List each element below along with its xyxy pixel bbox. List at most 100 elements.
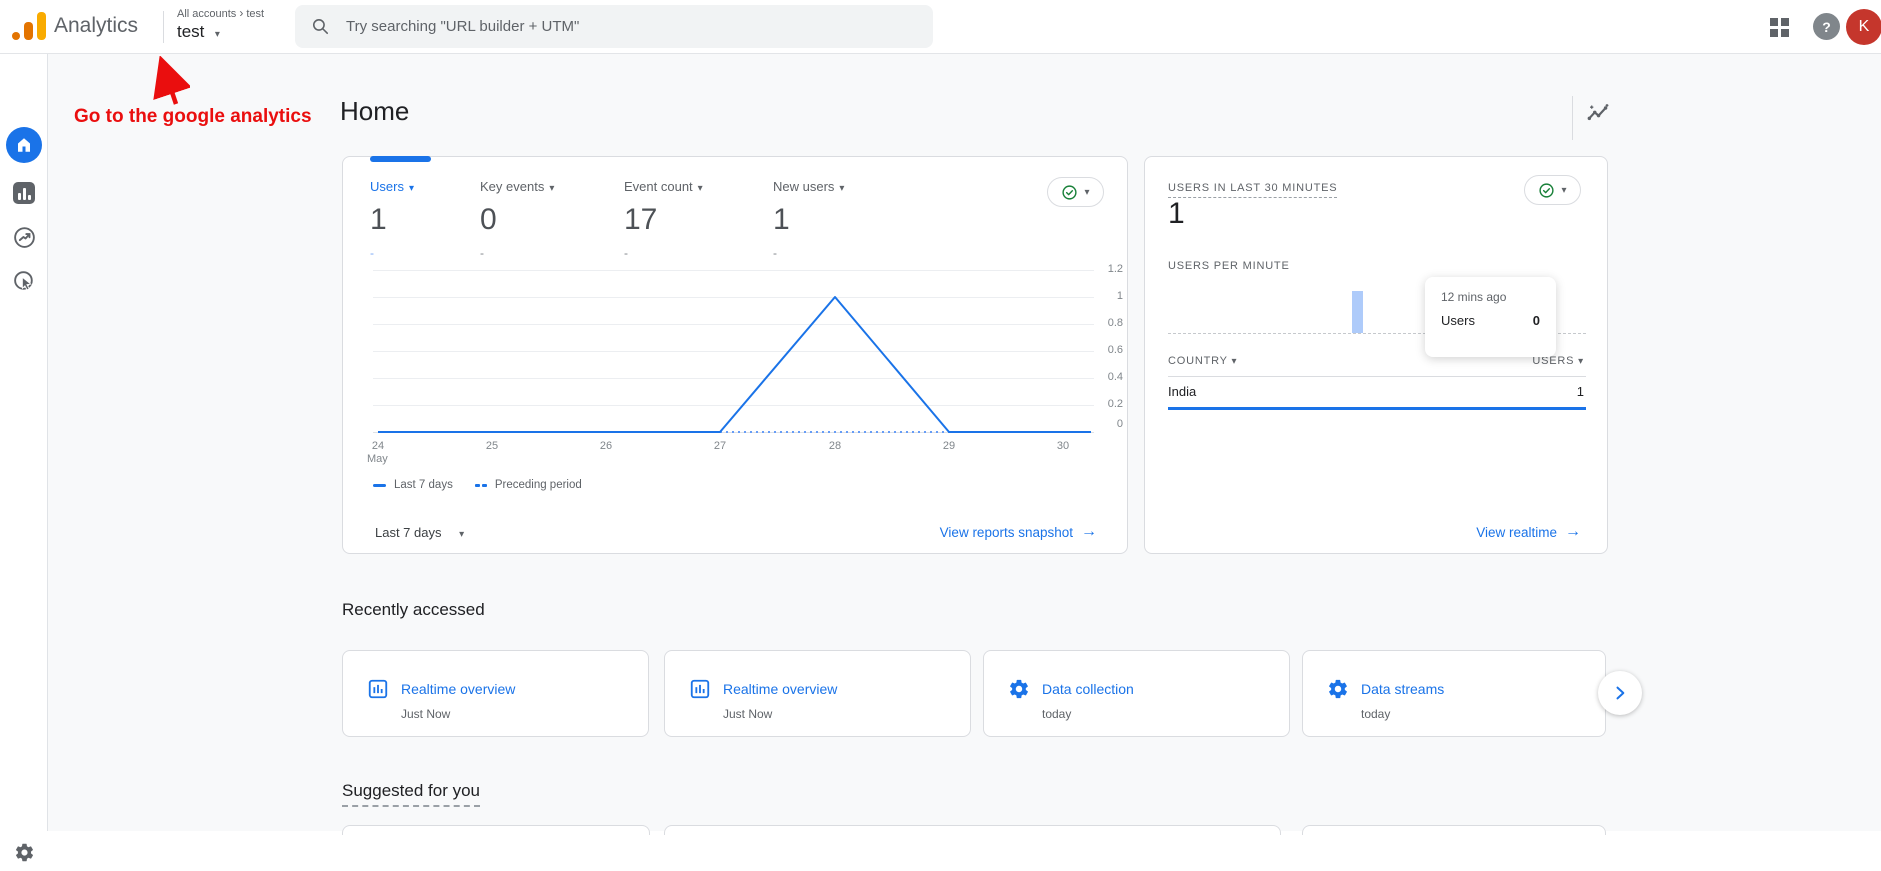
line-chart [373, 261, 1094, 436]
chevron-down-icon: ▾ [549, 183, 555, 194]
data-quality-button[interactable]: ▾ [1524, 175, 1581, 205]
metric-delta: - [480, 246, 484, 260]
table-row-underline [1168, 407, 1586, 410]
legend-label: Preceding period [494, 479, 582, 491]
minute-bar[interactable] [1352, 291, 1363, 333]
users-per-minute-label: USERS PER MINUTE [1168, 260, 1290, 272]
insights-icon[interactable] [1585, 101, 1611, 127]
card-tab-indicator[interactable] [370, 156, 431, 162]
arrow-right-icon: → [1565, 523, 1581, 540]
check-circle-icon [1062, 184, 1078, 200]
recent-card-data-collection[interactable]: Data collection today [983, 650, 1290, 737]
home-icon [18, 138, 30, 152]
page-title: Home [340, 96, 410, 126]
search-bar[interactable] [295, 5, 933, 48]
chevron-down-icon: ▾ [697, 183, 703, 194]
metric-new-users[interactable]: New users ▾ 1 - [773, 179, 844, 260]
legend-label: Last 7 days [394, 479, 453, 491]
advertising-cursor-icon [13, 270, 33, 290]
realtime-users-value: 1 [1168, 197, 1185, 230]
recent-card-time: Just Now [723, 707, 773, 721]
nav-home-button[interactable] [6, 127, 42, 163]
recent-card-title[interactable]: Data collection [1042, 681, 1134, 697]
suggested-card-stub[interactable] [342, 825, 650, 835]
recent-card-title[interactable]: Data streams [1361, 681, 1445, 697]
y-tick: 1.2 [1107, 263, 1123, 275]
metric-users[interactable]: Users ▾ 1 - [370, 179, 414, 260]
annotation-arrow-icon [153, 56, 190, 105]
recent-card-title[interactable]: Realtime overview [401, 681, 516, 697]
recent-card-time: today [1361, 707, 1391, 721]
recent-card-data-streams[interactable]: Data streams today [1302, 650, 1606, 737]
nav-explore-button[interactable] [5, 218, 43, 256]
analytics-logo-icon[interactable] [12, 12, 46, 42]
app-bar: Analytics All accounts›test test ▾ ? K [0, 0, 1881, 54]
view-reports-snapshot-link[interactable]: View reports snapshot → [939, 523, 1097, 540]
arrow-right-icon: → [1081, 523, 1097, 540]
metric-label[interactable]: Key events ▾ [480, 179, 555, 194]
breadcrumb-chevron-icon: › [239, 6, 244, 20]
suggested-for-you-title: Suggested for you [342, 781, 480, 807]
y-tick: 0 [1116, 418, 1123, 430]
metric-label[interactable]: Users ▾ [370, 179, 414, 194]
recent-card-time: Just Now [401, 707, 451, 721]
nav-reports-button[interactable] [5, 174, 43, 212]
view-realtime-link[interactable]: View realtime → [1476, 523, 1581, 540]
date-range-selector[interactable]: Last 7 days ▾ [375, 525, 465, 540]
metric-label[interactable]: New users ▾ [773, 179, 845, 194]
metric-value: 0 [480, 203, 497, 236]
x-tick: 25 [485, 440, 499, 452]
chart-legend: Last 7 days Preceding period [373, 479, 582, 491]
avatar[interactable]: K [1846, 9, 1881, 45]
recent-card-time: today [1042, 707, 1072, 721]
recent-card-realtime-overview-1[interactable]: Realtime overview Just Now [342, 650, 649, 737]
tooltip-time: 12 mins ago [1441, 290, 1507, 304]
metric-delta: - [773, 246, 777, 260]
left-nav [0, 54, 48, 861]
metric-event-count[interactable]: Event count ▾ 17 - [624, 179, 703, 260]
recent-card-realtime-overview-2[interactable]: Realtime overview Just Now [664, 650, 971, 737]
carousel-next-button[interactable] [1598, 671, 1642, 715]
insights-divider [1572, 96, 1573, 140]
x-tick: 24 [371, 440, 385, 452]
breadcrumb[interactable]: All accounts › test [177, 6, 264, 20]
bar-chart-icon [690, 679, 710, 699]
apps-grid-icon[interactable] [1770, 18, 1789, 37]
x-tick: 30 [1056, 440, 1070, 452]
help-icon[interactable]: ? [1813, 13, 1840, 40]
x-tick: 28 [828, 440, 842, 452]
metric-key-events[interactable]: Key events ▾ 0 - [480, 179, 554, 260]
account-selector[interactable]: test ▾ [177, 22, 220, 42]
search-input[interactable] [344, 17, 917, 36]
users-column-header[interactable]: USERS ▾ [1532, 355, 1584, 367]
recent-card-title[interactable]: Realtime overview [723, 681, 838, 697]
bar-chart-icon [368, 679, 388, 699]
table-row-country[interactable]: India [1168, 384, 1197, 399]
product-name: Analytics [54, 14, 139, 37]
metric-delta: - [624, 246, 628, 260]
appbar-divider [163, 11, 164, 43]
legend-dashed-swatch [474, 483, 487, 487]
gear-icon [1010, 679, 1028, 699]
y-tick: 0.6 [1107, 344, 1123, 356]
check-circle-icon [1539, 182, 1555, 198]
metric-value: 17 [624, 203, 658, 236]
logo-dot [12, 32, 20, 40]
nav-admin-button[interactable] [5, 833, 43, 871]
chevron-down-icon: ▾ [408, 183, 414, 194]
data-quality-button[interactable]: ▾ [1047, 177, 1104, 207]
suggested-card-stub[interactable] [664, 825, 1281, 835]
suggested-card-stub[interactable] [1302, 825, 1606, 835]
nav-advertising-button[interactable] [5, 262, 43, 300]
metric-label[interactable]: Event count ▾ [624, 179, 703, 194]
metric-value: 1 [773, 203, 790, 236]
bar-chart-baseline [1168, 333, 1586, 334]
chevron-down-icon: ▾ [839, 183, 845, 194]
y-tick: 0.2 [1107, 398, 1123, 410]
chevron-right-icon [1616, 686, 1625, 700]
country-column-header[interactable]: COUNTRY ▾ [1168, 355, 1238, 367]
legend-solid-swatch [373, 483, 386, 487]
logo-bar-medium [24, 22, 33, 40]
chevron-down-icon: ▾ [1578, 356, 1584, 367]
